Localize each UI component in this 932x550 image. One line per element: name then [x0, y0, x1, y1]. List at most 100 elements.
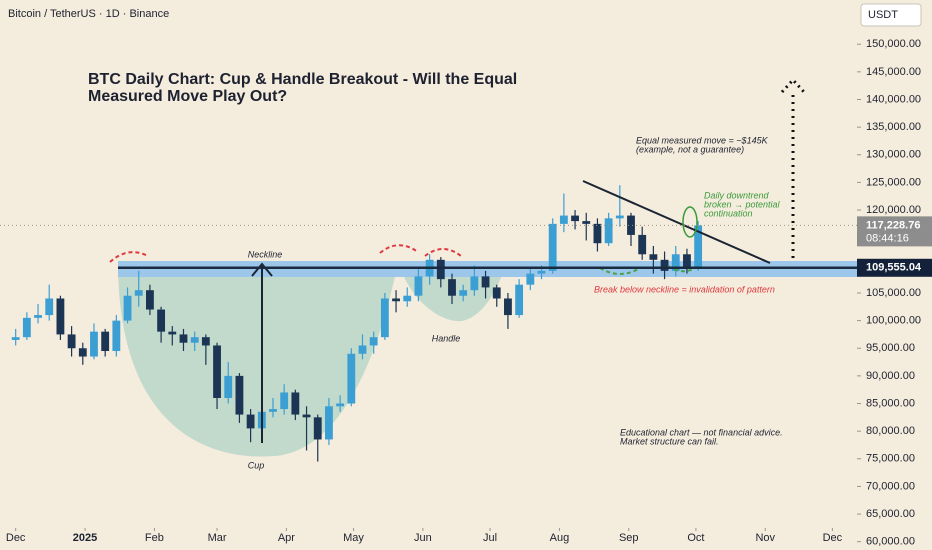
candle-body	[492, 287, 501, 299]
candle-body	[559, 215, 568, 224]
top-marker	[379, 244, 419, 254]
candle-body	[190, 337, 199, 343]
y-tick-label: 95,000.00	[866, 342, 915, 354]
y-tick-label: 105,000.00	[866, 287, 921, 299]
breakout-note: continuation	[704, 208, 753, 218]
candle-body	[347, 353, 356, 404]
candle-body	[325, 406, 333, 440]
header: Bitcoin / TetherUS · 1D · Binance	[8, 8, 169, 20]
candle-body	[101, 331, 110, 352]
x-tick-label: Dec	[823, 532, 843, 544]
currency-box	[860, 3, 922, 27]
candle-body	[627, 215, 635, 235]
y-tick-label: 65,000.00	[866, 508, 915, 520]
disclaimer: Educational chart — not financial advice…	[620, 427, 783, 437]
candle-body	[179, 334, 188, 343]
breakout-note: broken → potential	[704, 199, 781, 209]
candles	[11, 185, 703, 462]
candle-body	[459, 290, 468, 296]
candle-body	[90, 331, 98, 357]
current-price-label: 117,228.76	[866, 219, 920, 231]
current-price-box	[857, 216, 932, 247]
y-tick-label: 140,000.00	[866, 93, 921, 105]
y-tick-label: 130,000.00	[866, 149, 921, 161]
candle-body	[302, 414, 311, 418]
x-tick-label: 2025	[73, 532, 97, 544]
candle-body	[571, 215, 579, 222]
candle-body	[671, 254, 680, 271]
depth-arrowhead	[251, 262, 273, 277]
candle-body	[146, 290, 154, 310]
y-tick-label: 90,000.00	[866, 370, 915, 382]
downtrend-line	[582, 180, 771, 264]
candle-body	[134, 290, 143, 296]
x-tick-label: Aug	[550, 532, 570, 544]
top-marker	[109, 251, 149, 263]
candle-body	[78, 348, 87, 357]
x-tick-label: Apr	[278, 532, 295, 544]
candle-body	[436, 259, 445, 280]
x-tick-label: Sep	[619, 532, 639, 544]
bottom-marker	[599, 267, 641, 275]
x-tick-label: Dec	[6, 532, 26, 544]
y-tick-label: 145,000.00	[866, 66, 921, 78]
candle-body	[380, 298, 389, 338]
candle-body	[593, 223, 602, 244]
x-tick-label: Jun	[414, 532, 432, 544]
currency: USDT	[868, 9, 898, 21]
candle-body	[414, 276, 423, 296]
candle-body	[112, 320, 121, 352]
candle-body	[123, 295, 132, 321]
candle-body	[537, 270, 546, 274]
candle-body	[67, 334, 76, 349]
candle-body	[56, 298, 65, 335]
candle-body	[504, 298, 512, 316]
candle-body	[526, 273, 535, 285]
countdown: 08:44:16	[866, 232, 909, 244]
y-tick-label: 60,000.00	[866, 536, 915, 548]
y-tick-label: 85,000.00	[866, 397, 915, 409]
x-tick-label: Feb	[145, 532, 164, 544]
candle-body	[11, 337, 20, 340]
candle-body	[336, 403, 345, 407]
x-tick-label: Jul	[483, 532, 497, 544]
candle-body	[201, 337, 210, 346]
cup-label: Cup	[248, 460, 265, 470]
candle-body	[470, 276, 479, 291]
candle-body	[604, 218, 613, 244]
candle-body	[615, 215, 624, 219]
title-line: Measured Move Play Out?	[88, 88, 287, 105]
candle-body	[683, 254, 691, 269]
x-tick-label: Mar	[208, 532, 227, 544]
top-markers	[109, 244, 462, 263]
x-tick-label: May	[343, 532, 364, 544]
y-tick-label: 75,000.00	[866, 453, 915, 465]
handle-label: Handle	[432, 333, 461, 343]
top-marker	[424, 248, 462, 257]
y-tick-label: 100,000.00	[866, 315, 921, 327]
title-line: BTC Daily Chart: Cup & Handle Breakout -…	[88, 71, 517, 88]
candle-body	[515, 284, 524, 316]
candle-body	[34, 315, 42, 318]
breakout-marker	[682, 206, 698, 238]
candle-body	[224, 375, 233, 398]
measured-move-note: (example, not a guarantee)	[636, 144, 744, 154]
candle-body	[269, 409, 277, 412]
neckline-label: Neckline	[248, 249, 283, 259]
candle-body	[649, 254, 658, 260]
candle-body	[157, 309, 166, 332]
candle-body	[548, 223, 557, 271]
candle-body	[291, 392, 300, 415]
breakout-note: Daily downtrend	[704, 190, 770, 200]
candle-body	[246, 414, 255, 429]
candle-body	[694, 225, 703, 269]
candle-body	[660, 259, 669, 271]
candle-body	[22, 317, 31, 338]
candle-body	[638, 234, 647, 255]
candle-body	[235, 375, 244, 415]
neckline-price-label: 109,555.04	[866, 262, 922, 274]
y-tick-label: 150,000.00	[866, 38, 921, 50]
candle-body	[280, 392, 289, 410]
